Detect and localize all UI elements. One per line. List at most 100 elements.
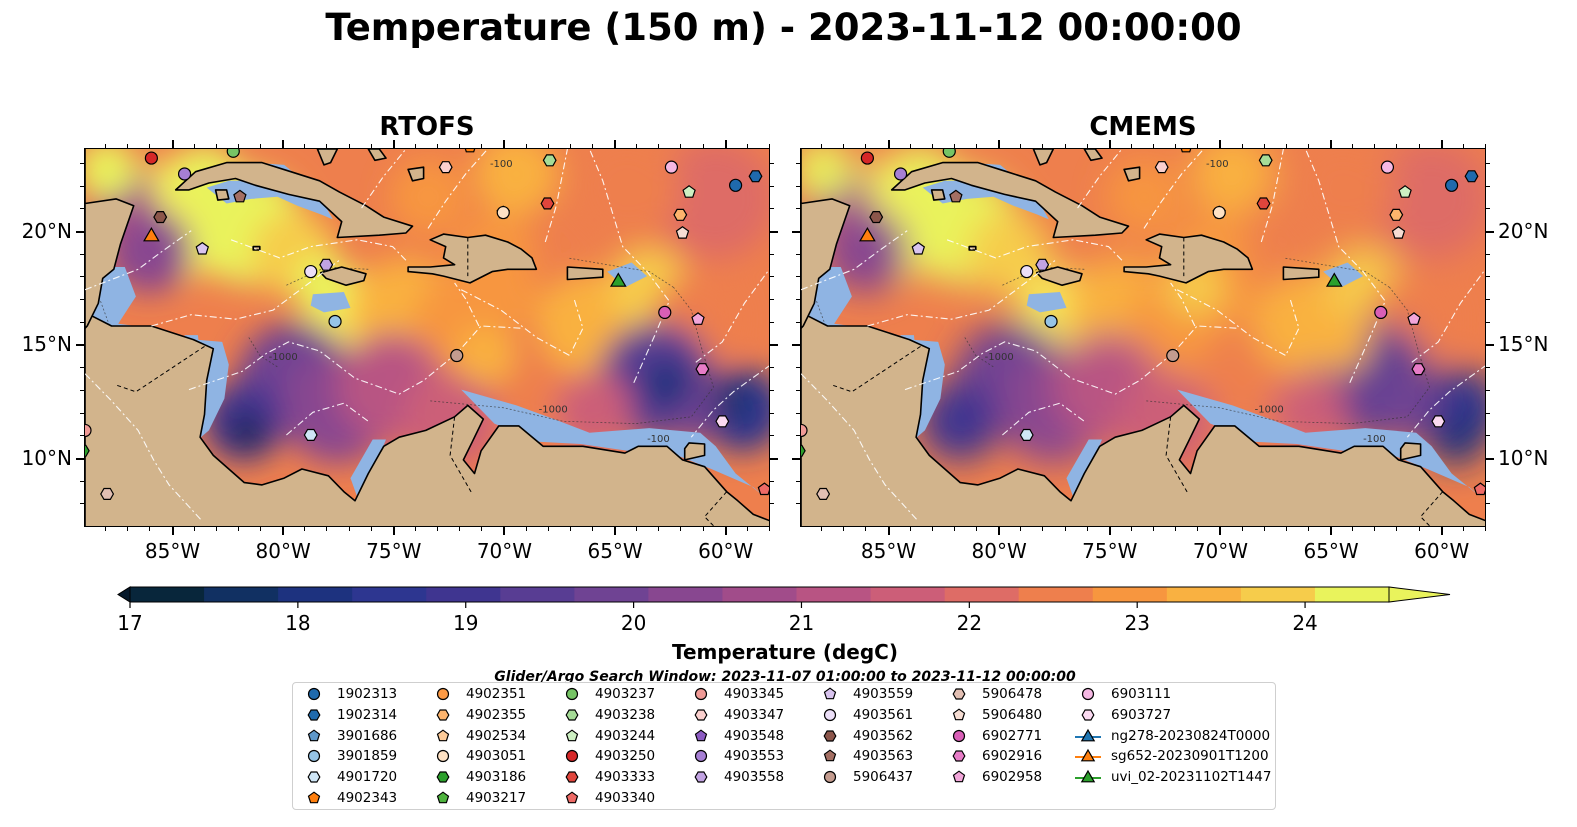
argo-marker-5906478[interactable] — [100, 487, 115, 500]
lon-tick-mark — [348, 144, 350, 148]
argo-marker-4903559[interactable] — [195, 241, 210, 255]
lon-tick-label: 65°W — [1303, 539, 1359, 563]
argo-marker-6902958[interactable] — [1407, 312, 1421, 325]
argo-marker-4903558[interactable] — [319, 258, 334, 271]
argo-marker-4903345[interactable] — [801, 423, 808, 438]
argo-marker-4902343[interactable] — [1180, 149, 1192, 153]
argo-marker-4903186[interactable] — [85, 444, 90, 457]
hexagon-icon — [436, 709, 450, 721]
legend-label: 4903558 — [724, 769, 785, 786]
argo-marker-4903553[interactable] — [893, 167, 908, 181]
argo-marker-4903051[interactable] — [1212, 205, 1226, 220]
argo-marker-6902771[interactable] — [1374, 305, 1388, 320]
argo-marker-4903244[interactable] — [1398, 185, 1412, 198]
lon-tick-mark — [525, 527, 527, 531]
argo-marker-6903727[interactable] — [715, 415, 730, 428]
argo-marker-6903111[interactable] — [664, 160, 679, 174]
argo-marker-4903250[interactable] — [860, 151, 874, 165]
argo-marker-5906437[interactable] — [1166, 348, 1180, 363]
lon-tick-label: 70°W — [1192, 539, 1249, 563]
argo-marker-4903347[interactable] — [438, 161, 453, 174]
argo-marker-4903340[interactable] — [757, 482, 770, 496]
glider-marker-sg652[interactable] — [143, 227, 160, 242]
land-jamaica — [319, 266, 367, 286]
lat-tick-mark — [80, 503, 84, 505]
argo-marker-6902916[interactable] — [1411, 363, 1426, 376]
lat-tick-mark — [80, 162, 84, 164]
legend-label: 4903345 — [724, 686, 785, 702]
argo-marker-4903250[interactable] — [144, 151, 158, 165]
argo-marker-4903562[interactable] — [153, 210, 168, 224]
lat-tick-mark — [80, 208, 84, 210]
argo-marker-4903051[interactable] — [496, 205, 510, 220]
legend-label: 4903340 — [595, 790, 656, 806]
argo-marker-4903561[interactable] — [304, 264, 318, 279]
shallow-shelf — [1026, 292, 1067, 313]
lat-tick-mark — [796, 321, 800, 323]
colorbar-segment — [870, 587, 946, 602]
argo-marker-1902314[interactable] — [748, 170, 763, 183]
pentagon-icon — [952, 708, 966, 721]
argo-marker-6902958[interactable] — [691, 312, 705, 325]
argo-marker-6902916[interactable] — [695, 363, 710, 376]
glider-marker-uvi_02[interactable] — [1325, 272, 1343, 287]
lon-tick-mark — [1241, 144, 1243, 148]
argo-marker-4901720[interactable] — [1019, 428, 1034, 441]
legend-label: 4903186 — [466, 769, 527, 786]
land-hispaniola — [407, 233, 538, 284]
argo-marker-4903238[interactable] — [1258, 154, 1273, 167]
argo-marker-4903563[interactable] — [233, 189, 247, 203]
argo-marker-6902771[interactable] — [658, 305, 672, 320]
argo-marker-4903237[interactable] — [226, 149, 240, 158]
argo-marker-3901859[interactable] — [328, 314, 342, 329]
argo-marker-4902343[interactable] — [464, 149, 476, 153]
lon-tick-label: 85°W — [144, 539, 201, 563]
argo-marker-5906480[interactable] — [1391, 225, 1406, 239]
argo-marker-5906480[interactable] — [675, 225, 690, 239]
argo-marker-4903562[interactable] — [869, 210, 884, 224]
lat-tick-mark — [796, 276, 800, 278]
argo-marker-4903553[interactable] — [177, 167, 192, 181]
land-caymans — [252, 245, 261, 251]
argo-marker-6903727[interactable] — [1431, 415, 1446, 428]
lon-tick-mark — [591, 527, 593, 531]
argo-marker-5906478[interactable] — [816, 487, 831, 500]
argo-marker-4903333[interactable] — [1256, 197, 1271, 210]
argo-marker-1902313[interactable] — [728, 178, 743, 192]
argo-marker-4903238[interactable] — [542, 154, 557, 167]
argo-marker-6903111[interactable] — [1380, 160, 1395, 174]
argo-marker-4903559[interactable] — [911, 241, 926, 255]
argo-marker-3901859[interactable] — [1044, 314, 1058, 329]
legend-item: 4902351 — [430, 684, 526, 704]
lon-tick-mark — [953, 527, 955, 531]
argo-marker-4903347[interactable] — [1154, 161, 1169, 174]
argo-marker-4903244[interactable] — [682, 185, 696, 198]
argo-marker-1902313[interactable] — [1444, 178, 1459, 192]
argo-marker-4903237[interactable] — [942, 149, 956, 158]
lat-tick-mark — [770, 276, 774, 278]
argo-marker-4903333[interactable] — [540, 197, 555, 210]
argo-marker-4903345[interactable] — [85, 423, 92, 438]
argo-marker-4901720[interactable] — [303, 428, 318, 441]
glider-marker-uvi_02[interactable] — [609, 272, 627, 287]
legend-label: ng278-20230824T0000 — [1111, 727, 1271, 744]
argo-marker-4903558[interactable] — [1035, 258, 1050, 271]
colorbar-segment — [796, 587, 872, 602]
argo-marker-4903340[interactable] — [1473, 482, 1486, 496]
land-bahamas2 — [367, 149, 387, 162]
argo-marker-4903563[interactable] — [949, 189, 963, 203]
argo-marker-1902314[interactable] — [1464, 170, 1479, 183]
argo-marker-4903186[interactable] — [801, 444, 806, 457]
lat-tick-mark — [770, 253, 774, 255]
glider-marker-sg652[interactable] — [859, 227, 876, 242]
argo-marker-5906437[interactable] — [450, 348, 464, 363]
lon-tick-mark — [931, 144, 933, 148]
argo-marker-4902355[interactable] — [673, 208, 688, 221]
lat-tick-mark — [1486, 208, 1490, 210]
argo-marker-4903561[interactable] — [1020, 264, 1034, 279]
argo-marker-4902355[interactable] — [1389, 208, 1404, 221]
lon-tick-mark — [1020, 144, 1022, 148]
pentagon-icon — [436, 791, 450, 804]
lon-tick-mark — [1285, 144, 1287, 148]
legend-label: 4903237 — [595, 686, 656, 702]
